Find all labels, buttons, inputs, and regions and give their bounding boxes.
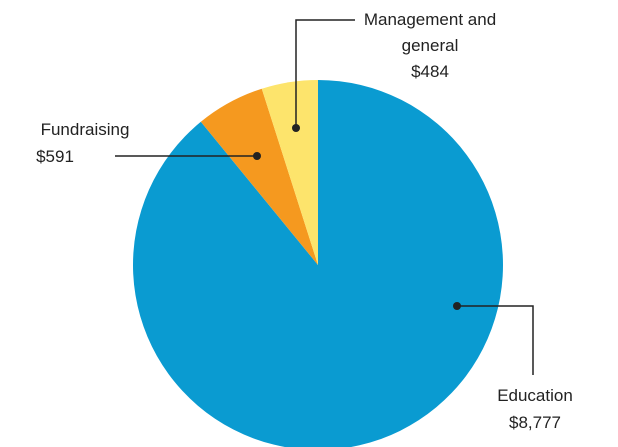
slice-label: Education [497,386,573,405]
value-label: $484 [411,62,449,81]
leader-dot [453,302,461,310]
value-label: $591 [36,147,74,166]
slice-label: Fundraising [40,120,130,139]
leader-line [295,19,355,128]
leader-dot [253,152,261,160]
pie-slice [200,88,318,265]
leader-line [457,305,534,375]
value-label: $8,777 [509,413,561,432]
slice-label: Management and general [363,10,497,55]
pie-slice [261,80,318,265]
pie-slice [133,80,503,447]
leader-dot [292,124,300,132]
